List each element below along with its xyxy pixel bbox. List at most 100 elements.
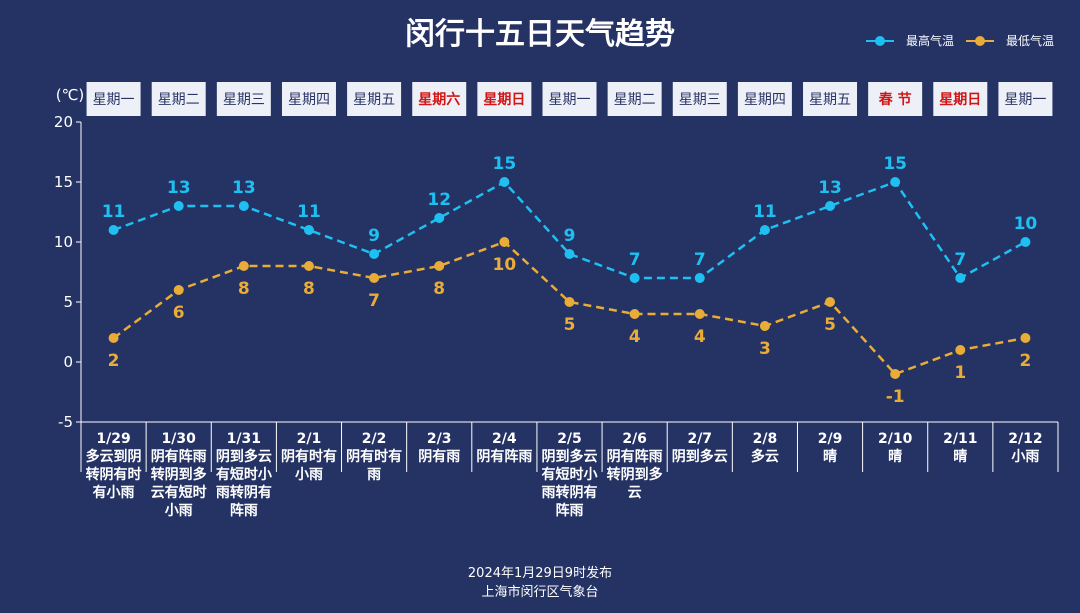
data-label-0: 13 [167, 178, 191, 198]
data-label-1: 8 [433, 279, 445, 299]
data-point-0 [369, 249, 380, 259]
weather-description: 晴 [953, 448, 967, 465]
weekday-label: 星期五 [809, 92, 851, 108]
legend-label-1: 最低气温 [1006, 33, 1054, 48]
weekday-box [998, 82, 1053, 116]
legend-marker-0 [875, 36, 885, 46]
date-label: 2/12 [1008, 431, 1042, 447]
data-label-0: 7 [629, 250, 641, 270]
data-point-1 [890, 369, 901, 379]
weekday-label: 星期五 [353, 92, 395, 108]
y-tick-label: 0 [63, 353, 73, 371]
weekday-label: 星期三 [679, 92, 721, 108]
data-point-1 [825, 297, 836, 307]
data-point-0 [173, 201, 184, 211]
y-tick-label: -5 [58, 413, 73, 431]
date-label: 2/8 [753, 431, 778, 447]
data-label-1: 2 [1020, 351, 1032, 371]
data-point-1 [173, 285, 184, 295]
series-line-0 [113, 180, 1027, 280]
date-label: 2/9 [818, 431, 843, 447]
y-tick-label: 15 [54, 173, 73, 191]
weekday-label: 春 节 [878, 91, 912, 108]
date-label: 2/2 [362, 431, 387, 447]
data-label-0: 11 [753, 202, 777, 222]
data-label-0: 10 [1014, 214, 1038, 234]
date-label: 2/11 [943, 431, 977, 447]
legend-marker-1 [975, 36, 985, 46]
y-tick-label: 20 [54, 113, 73, 131]
data-label-1: 8 [238, 279, 250, 299]
weather-description: 阴有时有小雨 [281, 448, 337, 483]
data-point-0 [825, 201, 836, 211]
data-label-0: 15 [493, 154, 517, 174]
date-label: 1/30 [162, 431, 197, 447]
y-axis-unit: (℃) [56, 86, 85, 104]
weekday-label: 星期一 [549, 92, 591, 108]
weekday-label: 星期二 [614, 92, 656, 108]
data-label-1: 4 [694, 327, 706, 347]
date-label: 1/31 [227, 431, 261, 447]
date-label: 1/29 [96, 431, 130, 447]
weekday-box [933, 82, 988, 116]
weekday-label: 星期二 [158, 92, 200, 108]
data-point-1 [434, 261, 445, 271]
data-point-1 [694, 309, 705, 319]
data-label-0: 13 [232, 178, 256, 198]
date-label: 2/3 [427, 431, 452, 447]
data-label-1: -1 [886, 387, 905, 407]
weekday-box [803, 82, 858, 116]
date-description-row: 1/29多云到阴转阴有时有小雨1/30阴有阵雨转阴到多云有短时小雨1/31阴到多… [80, 421, 1059, 519]
data-label-1: 4 [629, 327, 641, 347]
series-line-1 [112, 240, 1026, 376]
weekday-box [86, 82, 141, 116]
weather-description: 阴有雨 [418, 448, 460, 465]
weekday-label: 星期一 [93, 92, 135, 108]
data-point-0 [955, 273, 966, 283]
weekday-label: 星期四 [744, 92, 786, 108]
data-label-1: 1 [954, 363, 966, 383]
date-label: 2/5 [557, 431, 582, 447]
weather-description: 阴到多云有短时小雨转阴有阵雨 [216, 448, 272, 519]
data-label-0: 7 [694, 250, 706, 270]
legend-label-0: 最高气温 [906, 33, 954, 48]
weekday-box [737, 82, 792, 116]
data-point-1 [108, 333, 119, 343]
data-point-1 [759, 321, 770, 331]
weekday-label: 星期日 [939, 92, 981, 108]
data-label-1: 5 [824, 315, 836, 335]
data-label-0: 12 [427, 190, 451, 210]
date-label: 2/1 [297, 431, 322, 447]
data-point-1 [499, 237, 510, 247]
data-point-1 [564, 297, 575, 307]
data-point-0 [629, 273, 640, 283]
date-label: 2/10 [878, 431, 913, 447]
data-label-0: 7 [954, 250, 966, 270]
weather-description: 阴有时有雨 [346, 448, 402, 483]
date-label: 2/4 [492, 431, 517, 447]
data-point-0 [238, 201, 249, 211]
data-point-0 [303, 225, 314, 235]
data-label-0: 9 [564, 226, 576, 246]
data-point-0 [694, 273, 705, 283]
weekday-label: 星期四 [288, 92, 330, 108]
data-point-1 [1020, 333, 1031, 343]
weather-description: 阴有阵雨转阴到多云有短时小雨 [151, 448, 207, 519]
y-tick-label: 5 [63, 293, 73, 311]
data-label-1: 2 [108, 351, 120, 371]
weekday-box [477, 82, 532, 116]
weather-description: 多云 [751, 448, 779, 465]
weather-description: 阴有阵雨 [476, 448, 532, 465]
weather-description: 阴到多云 [672, 448, 728, 465]
data-label-1: 6 [173, 303, 185, 323]
date-label: 2/7 [687, 431, 712, 447]
data-label-1: 7 [368, 291, 380, 311]
weather-description: 多云到阴转阴有时有小雨 [86, 448, 142, 501]
data-point-1 [303, 261, 314, 271]
legend: 最高气温 最低气温 [866, 33, 1054, 48]
date-label: 2/6 [622, 431, 647, 447]
weekday-box [281, 82, 336, 116]
axes: -5 0 5 10 15 20 [54, 113, 82, 431]
data-label-0: 9 [368, 226, 380, 246]
